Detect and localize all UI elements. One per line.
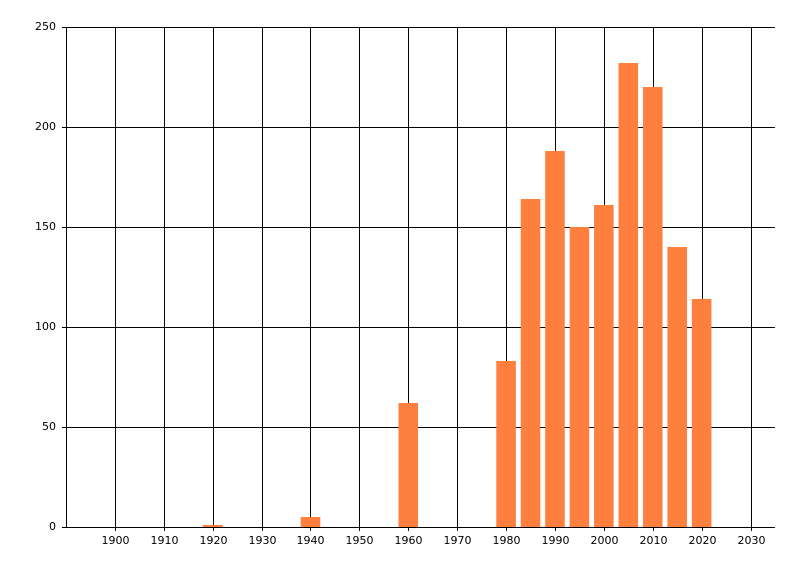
x-tick-label: 1960 <box>395 534 423 547</box>
x-tick-label: 2030 <box>738 534 766 547</box>
y-tick-label: 0 <box>49 520 56 533</box>
bar <box>642 87 663 527</box>
x-tick-label: 2010 <box>640 534 668 547</box>
bar <box>594 205 614 527</box>
y-tick-label: 150 <box>35 220 56 233</box>
y-tick-label: 100 <box>35 320 56 333</box>
y-tick-label: 50 <box>42 420 56 433</box>
x-tick-label: 2020 <box>689 534 717 547</box>
bar <box>569 227 590 527</box>
x-tick-label: 1980 <box>493 534 521 547</box>
bar <box>398 403 419 527</box>
x-tick-label: 1900 <box>102 534 130 547</box>
x-tick-label: 1970 <box>444 534 472 547</box>
bar <box>300 517 321 527</box>
x-tick-label: 1930 <box>249 534 277 547</box>
bar <box>202 525 223 527</box>
x-tick-label: 1940 <box>297 534 325 547</box>
x-tick-label: 1950 <box>346 534 374 547</box>
bar <box>691 299 712 527</box>
bar <box>520 199 541 527</box>
x-tick-label: 1990 <box>542 534 570 547</box>
x-tick-label: 1920 <box>200 534 228 547</box>
x-tick-label: 2000 <box>591 534 619 547</box>
bar <box>545 151 565 527</box>
x-tick-label: 1910 <box>151 534 179 547</box>
bar <box>667 247 687 527</box>
y-tick-label: 250 <box>35 20 56 33</box>
y-tick-label: 200 <box>35 120 56 133</box>
bar <box>618 63 639 527</box>
bar <box>496 361 516 527</box>
